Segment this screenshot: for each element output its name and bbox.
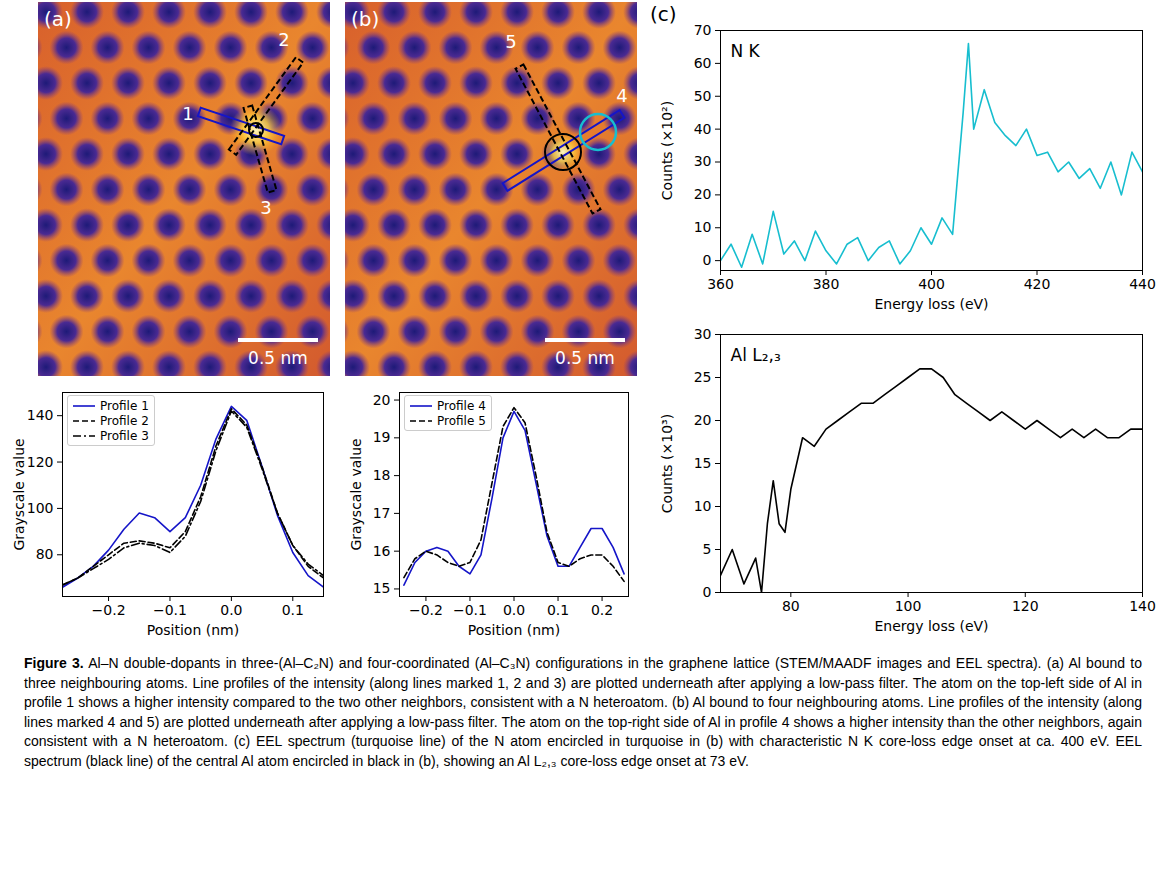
svg-text:−0.1: −0.1: [153, 602, 187, 618]
svg-text:−0.1: −0.1: [453, 602, 487, 618]
svg-text:0: 0: [703, 584, 712, 600]
svg-text:0.2: 0.2: [591, 602, 613, 618]
svg-text:140: 140: [1129, 598, 1156, 614]
svg-text:30: 30: [694, 326, 712, 342]
svg-text:Grayscale value: Grayscale value: [348, 438, 364, 550]
svg-text:40: 40: [694, 121, 712, 137]
svg-text:20: 20: [373, 392, 391, 408]
svg-text:5: 5: [703, 541, 712, 557]
svg-text:60: 60: [694, 55, 712, 71]
svg-text:1: 1: [182, 103, 193, 124]
svg-text:18: 18: [373, 467, 391, 483]
svg-text:16: 16: [373, 543, 391, 559]
svg-text:0.5 nm: 0.5 nm: [248, 348, 308, 368]
svg-text:2: 2: [278, 29, 289, 50]
svg-text:100: 100: [27, 500, 54, 516]
svg-text:19: 19: [373, 429, 391, 445]
svg-text:0.5 nm: 0.5 nm: [555, 348, 615, 368]
svg-text:(b): (b): [351, 7, 379, 31]
svg-text:10: 10: [694, 219, 712, 235]
svg-text:120: 120: [27, 454, 54, 470]
svg-text:15: 15: [694, 455, 712, 471]
svg-text:140: 140: [27, 407, 54, 423]
svg-text:−0.2: −0.2: [409, 602, 443, 618]
svg-text:3: 3: [260, 197, 271, 218]
svg-text:10: 10: [694, 498, 712, 514]
svg-text:380: 380: [813, 276, 840, 292]
svg-text:100: 100: [895, 598, 922, 614]
svg-text:Counts (×10³): Counts (×10³): [659, 414, 675, 513]
html-text:Profile 5: Profile 5: [437, 413, 486, 428]
svg-text:80: 80: [36, 546, 54, 562]
svg-text:Counts (×10²): Counts (×10²): [659, 101, 675, 200]
svg-text:0.0: 0.0: [220, 602, 242, 618]
svg-text:50: 50: [694, 88, 712, 104]
svg-text:0: 0: [703, 252, 712, 268]
html-text:(c): (c): [650, 2, 677, 26]
svg-text:5: 5: [505, 31, 516, 52]
svg-text:0.1: 0.1: [547, 602, 569, 618]
svg-text:25: 25: [694, 369, 712, 385]
svg-text:15: 15: [373, 580, 391, 596]
svg-text:Position (nm): Position (nm): [147, 622, 239, 638]
svg-text:420: 420: [1024, 276, 1051, 292]
svg-text:N K: N K: [731, 41, 761, 61]
html-text:Profile 2: Profile 2: [100, 413, 149, 428]
html-text:Figure 3. Al–N double-dopants: Figure 3. Al–N double-dopants in three-(…: [24, 655, 1142, 769]
svg-text:80: 80: [782, 598, 800, 614]
svg-text:360: 360: [707, 276, 734, 292]
svg-text:0.1: 0.1: [282, 602, 304, 618]
svg-text:70: 70: [694, 22, 712, 38]
svg-text:Grayscale value: Grayscale value: [11, 438, 27, 550]
svg-text:400: 400: [918, 276, 945, 292]
svg-text:Position (nm): Position (nm): [468, 622, 560, 638]
svg-text:440: 440: [1129, 276, 1156, 292]
html-text:Profile 1: Profile 1: [100, 398, 149, 413]
svg-text:Energy loss (eV): Energy loss (eV): [874, 618, 988, 634]
svg-text:20: 20: [694, 412, 712, 428]
html-text:Profile 4: Profile 4: [437, 398, 486, 413]
svg-text:−0.2: −0.2: [92, 602, 126, 618]
svg-text:17: 17: [373, 505, 391, 521]
svg-text:120: 120: [1012, 598, 1039, 614]
svg-text:Al L₂,₃: Al L₂,₃: [731, 345, 781, 365]
svg-text:30: 30: [694, 153, 712, 169]
svg-text:4: 4: [616, 85, 627, 106]
svg-text:0.0: 0.0: [503, 602, 525, 618]
html-text:Profile 3: Profile 3: [100, 428, 149, 443]
svg-text:Energy loss (eV): Energy loss (eV): [874, 296, 988, 312]
svg-text:(a): (a): [44, 7, 72, 31]
svg-text:20: 20: [694, 186, 712, 202]
